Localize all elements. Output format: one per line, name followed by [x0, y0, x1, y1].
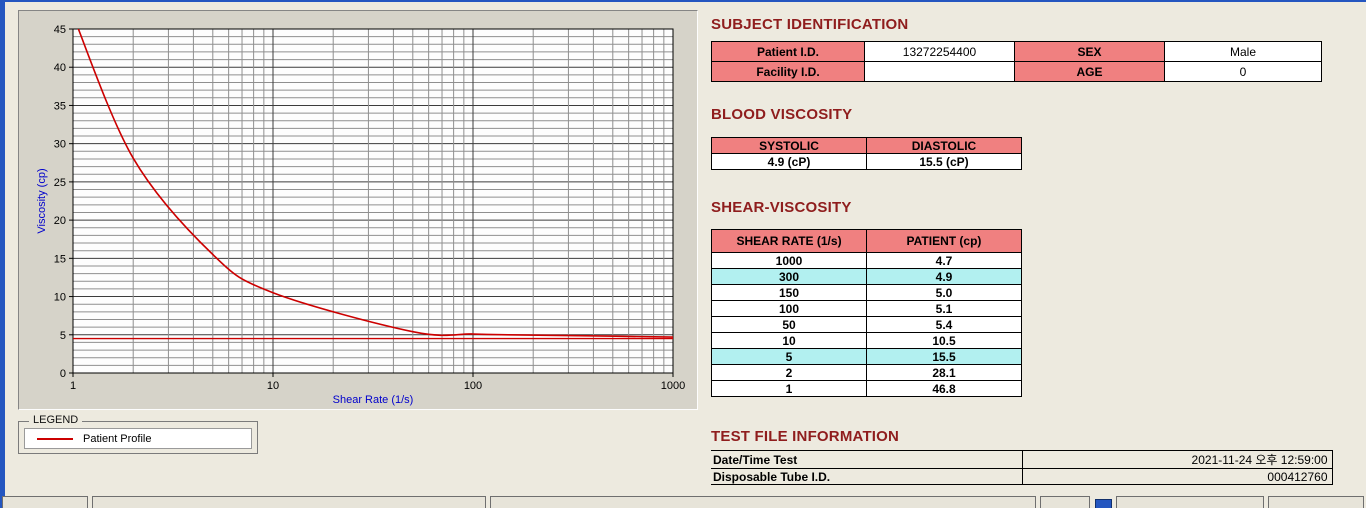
sv-rate: 1000	[711, 252, 867, 269]
svg-text:5: 5	[60, 330, 66, 342]
svg-text:Viscosity (cp): Viscosity (cp)	[36, 168, 48, 233]
facility-id-label: Facility I.D.	[711, 61, 865, 82]
patient-id-label: Patient I.D.	[711, 41, 865, 62]
shear-rate-header: SHEAR RATE (1/s)	[711, 229, 867, 253]
sv-value: 10.5	[866, 332, 1022, 349]
subject-table: Patient I.D. 13272254400 SEX Male Facili…	[711, 41, 1322, 82]
sv-rate: 300	[711, 268, 867, 285]
sv-row-6: 5 15.5	[711, 348, 1022, 365]
sv-rate: 10	[711, 332, 867, 349]
bottom-button-fragment[interactable]	[1040, 496, 1090, 508]
svg-text:35: 35	[54, 100, 66, 112]
sv-row-7: 2 28.1	[711, 364, 1022, 381]
tfi-row: Disposable Tube I.D. 000412760	[711, 468, 1333, 485]
patient-id-value: 13272254400	[864, 41, 1015, 62]
bottom-panel-fragment[interactable]	[490, 496, 1036, 508]
bv-header-row: SYSTOLIC DIASTOLIC	[711, 137, 1022, 154]
sex-label: SEX	[1014, 41, 1165, 62]
bottom-button-fragment[interactable]	[2, 496, 88, 508]
sv-value: 15.5	[866, 348, 1022, 365]
patient-cp-header: PATIENT (cp)	[866, 229, 1022, 253]
sv-value: 5.0	[866, 284, 1022, 301]
sv-value: 5.1	[866, 300, 1022, 317]
svg-text:Shear Rate (1/s): Shear Rate (1/s)	[333, 394, 414, 406]
bottom-panel-fragment[interactable]	[92, 496, 486, 508]
svg-text:1: 1	[70, 380, 76, 392]
sv-row-0: 1000 4.7	[711, 252, 1022, 269]
blood-viscosity-title: BLOOD VISCOSITY	[711, 106, 853, 123]
shear-viscosity-table: SHEAR RATE (1/s) PATIENT (cp) 1000 4.7 30…	[711, 229, 1022, 397]
sv-value: 46.8	[866, 380, 1022, 397]
svg-text:25: 25	[54, 177, 66, 189]
window-border-top	[0, 0, 1366, 2]
sv-value: 4.9	[866, 268, 1022, 285]
sv-row-8: 1 46.8	[711, 380, 1022, 397]
sv-rate: 5	[711, 348, 867, 365]
systolic-header: SYSTOLIC	[711, 137, 867, 154]
sex-value: Male	[1164, 41, 1322, 62]
diastolic-value: 15.5 (cP)	[866, 153, 1022, 170]
shear-viscosity-title: SHEAR-VISCOSITY	[711, 199, 852, 216]
sv-row-4: 50 5.4	[711, 316, 1022, 333]
window-border-left	[0, 0, 5, 508]
bottom-blue-fragment[interactable]	[1095, 499, 1112, 508]
legend-box: LEGEND Patient Profile	[18, 414, 258, 454]
test-file-information-title: TEST FILE INFORMATION	[711, 428, 900, 445]
diastolic-header: DIASTOLIC	[866, 137, 1022, 154]
subject-row: Patient I.D. 13272254400 SEX Male	[711, 41, 1322, 62]
date-time-value: 2021-11-24 오후 12:59:00	[1022, 450, 1333, 469]
sv-row-5: 10 10.5	[711, 332, 1022, 349]
bv-value-row: 4.9 (cP) 15.5 (cP)	[711, 153, 1022, 170]
legend-inner: Patient Profile	[24, 428, 252, 449]
svg-text:1000: 1000	[661, 380, 685, 392]
patient-profile-line-sample	[37, 437, 73, 440]
sv-value: 28.1	[866, 364, 1022, 381]
sv-row-1: 300 4.9	[711, 268, 1022, 285]
shear-viscosity-chart: 0 5 10 15 20 25 30 35 40 45 1 10 100 1000 Shear Rate (…	[36, 24, 685, 406]
sv-row-3: 100 5.1	[711, 300, 1022, 317]
age-label: AGE	[1014, 61, 1165, 82]
svg-text:15: 15	[54, 253, 66, 265]
patient-profile-legend-label: Patient Profile	[83, 432, 152, 445]
blood-viscosity-table: SYSTOLIC DIASTOLIC 4.9 (cP) 15.5 (cP)	[711, 137, 1022, 170]
legend-title: LEGEND	[29, 414, 83, 426]
sv-rate: 2	[711, 364, 867, 381]
svg-text:10: 10	[54, 292, 66, 304]
facility-id-value	[864, 61, 1015, 82]
svg-text:45: 45	[54, 24, 66, 36]
svg-text:40: 40	[54, 62, 66, 74]
systolic-value: 4.9 (cP)	[711, 153, 867, 170]
bottom-button-fragment[interactable]	[1116, 496, 1264, 508]
svg-text:30: 30	[54, 139, 66, 151]
sv-row-2: 150 5.0	[711, 284, 1022, 301]
sv-value: 5.4	[866, 316, 1022, 333]
age-value: 0	[1164, 61, 1322, 82]
tube-id-label: Disposable Tube I.D.	[711, 468, 1023, 485]
sv-header-row: SHEAR RATE (1/s) PATIENT (cp)	[711, 229, 1022, 253]
sv-rate: 100	[711, 300, 867, 317]
svg-text:10: 10	[267, 380, 279, 392]
sv-rate: 150	[711, 284, 867, 301]
svg-text:20: 20	[54, 215, 66, 227]
tfi-row: Date/Time Test 2021-11-24 오후 12:59:00	[711, 450, 1333, 469]
viscosity-chart-panel: 0 5 10 15 20 25 30 35 40 45 1 10 100 1000 Shear Rate (…	[18, 10, 698, 410]
svg-text:100: 100	[464, 380, 482, 392]
date-time-label: Date/Time Test	[711, 450, 1023, 469]
sv-rate: 50	[711, 316, 867, 333]
sv-rate: 1	[711, 380, 867, 397]
subject-identification-title: SUBJECT IDENTIFICATION	[711, 16, 909, 33]
tube-id-value: 000412760	[1022, 468, 1333, 485]
svg-text:0: 0	[60, 368, 66, 380]
sv-value: 4.7	[866, 252, 1022, 269]
test-file-table: Date/Time Test 2021-11-24 오후 12:59:00 Di…	[711, 450, 1333, 485]
bottom-button-fragment[interactable]	[1268, 496, 1364, 508]
subject-row: Facility I.D. AGE 0	[711, 61, 1322, 82]
